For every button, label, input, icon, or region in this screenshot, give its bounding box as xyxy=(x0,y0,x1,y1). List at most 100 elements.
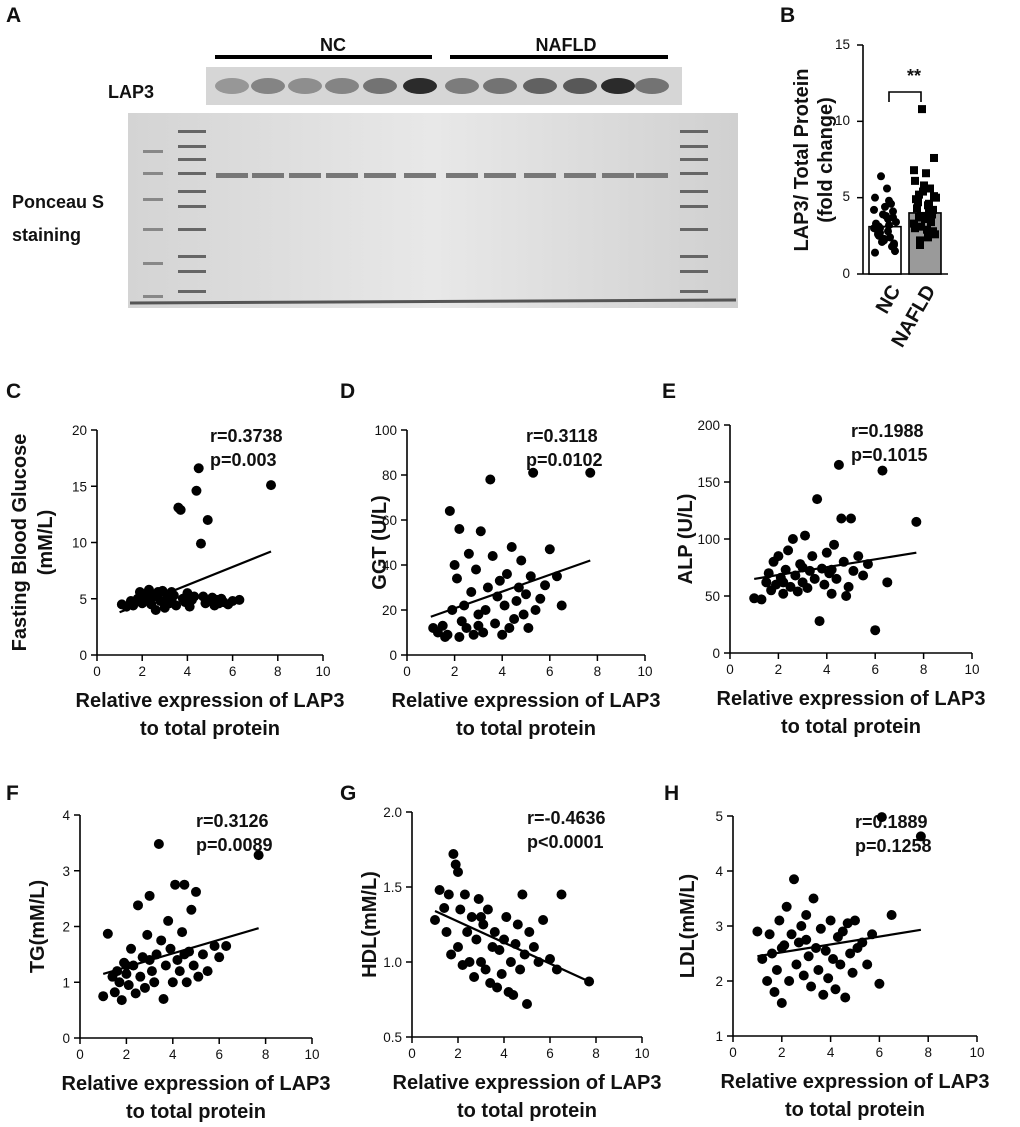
lap3-band xyxy=(601,78,635,94)
c-point xyxy=(134,587,145,597)
b-point-nafld xyxy=(931,230,939,239)
h-point xyxy=(830,984,841,995)
lap3-band xyxy=(445,78,479,94)
d-point xyxy=(499,600,510,611)
d-xlabel-line1: Relative expression of LAP3 xyxy=(392,690,661,712)
c-ytick-label: 10 xyxy=(72,536,87,551)
d-ylabel: GGT (U/L) xyxy=(369,495,391,589)
h-point xyxy=(835,959,846,970)
e-ytick-label: 100 xyxy=(697,532,720,547)
g-point xyxy=(450,859,461,870)
ladder-band-right xyxy=(680,172,708,175)
h-point xyxy=(847,967,858,978)
f-point xyxy=(179,879,190,890)
c-stat-p: p=0.003 xyxy=(210,450,277,470)
b-point-nafld xyxy=(911,176,919,185)
d-xtick-label: 8 xyxy=(594,664,602,679)
f-point xyxy=(209,941,220,952)
d-point xyxy=(444,506,455,516)
d-point xyxy=(518,609,529,620)
ladder-band-left xyxy=(178,205,206,208)
h-point xyxy=(850,915,860,926)
h-ytick-label: 5 xyxy=(715,809,723,824)
ladder-band-right xyxy=(680,130,708,133)
h-point xyxy=(796,921,807,931)
f-point xyxy=(160,960,171,971)
g-point xyxy=(459,889,470,900)
d-point xyxy=(480,605,491,615)
membrane-edge xyxy=(129,298,737,305)
f-point xyxy=(197,949,208,960)
d-point xyxy=(501,569,512,579)
f-xtick-label: 2 xyxy=(123,1047,131,1062)
d-point xyxy=(475,526,486,537)
h-point xyxy=(784,976,795,986)
f-ytick-label: 2 xyxy=(62,920,70,935)
h-point xyxy=(837,926,848,937)
c-ytick-label: 5 xyxy=(79,592,87,607)
h-point xyxy=(806,981,817,992)
g-xtick-label: 2 xyxy=(454,1046,462,1061)
panel-label-g: G xyxy=(340,782,356,805)
lap3-bands xyxy=(215,78,669,94)
ponceau-band xyxy=(252,173,284,178)
e-xlabel-line2: to total protein xyxy=(781,716,921,738)
g-ytick-label: 2.0 xyxy=(383,805,402,820)
b-point-nafld xyxy=(911,224,919,233)
e-point xyxy=(792,586,803,597)
panel-label-h: H xyxy=(664,782,679,805)
b-point-nafld xyxy=(914,198,922,207)
g-point xyxy=(476,912,486,922)
ladder-band-far-left xyxy=(143,295,163,298)
f-xtick-label: 0 xyxy=(76,1047,84,1062)
lap3-band xyxy=(483,78,517,94)
h-point xyxy=(862,959,873,970)
f-point xyxy=(114,977,125,988)
c-ylabel-line1: Fasting Blood Glucose xyxy=(9,434,31,652)
d-point xyxy=(473,609,484,620)
d-point xyxy=(585,467,596,478)
d-point xyxy=(487,551,498,561)
c-xtick-label: 4 xyxy=(184,664,192,679)
b-point-nafld xyxy=(923,225,931,234)
ponceau-band xyxy=(564,173,596,178)
ladder-band-right xyxy=(680,255,708,258)
b-ytick-label: 5 xyxy=(842,189,850,204)
b-point-nc xyxy=(877,172,885,181)
h-point xyxy=(769,987,780,997)
f-point xyxy=(181,977,192,988)
f-point xyxy=(165,943,176,954)
h-point xyxy=(820,945,831,956)
h-stat-r: r=0.1889 xyxy=(855,812,928,832)
f-point xyxy=(109,987,120,998)
h-point xyxy=(791,959,802,970)
b-ylabel-line2: (fold change) xyxy=(815,97,837,223)
h-point xyxy=(915,831,926,842)
ponceau-band xyxy=(484,173,516,178)
e-point xyxy=(778,588,789,599)
ladder-band-left xyxy=(178,172,206,175)
h-xlabel-line2: to total protein xyxy=(785,1099,925,1121)
panel-label-d: D xyxy=(340,380,355,403)
c-point xyxy=(202,515,213,525)
b-point-nc xyxy=(886,233,894,242)
e-point xyxy=(809,573,820,584)
c-regression-line xyxy=(119,550,272,614)
lap3-band xyxy=(635,78,669,94)
ponceau-band xyxy=(524,173,556,178)
e-xtick-label: 2 xyxy=(775,662,783,677)
b-point-nafld xyxy=(930,153,938,162)
lap3-band xyxy=(215,78,249,94)
chart-b: 15 10 5 0 LAP3/ Total Protein (fold chan… xyxy=(791,37,948,351)
h-point xyxy=(815,923,826,934)
g-point xyxy=(480,964,491,975)
ladder-band-far-left xyxy=(143,172,163,175)
panel-f: F 0 2 4 6 8 10 0 1 2 3 4 TG(mM/L) Relative expressio… xyxy=(6,782,330,1123)
chart-c: 0 2 4 6 8 10 0 5 10 15 20 Fasting Blood Glucose (mM/… xyxy=(9,423,344,740)
d-point xyxy=(535,593,546,604)
e-point xyxy=(877,465,888,476)
c-point xyxy=(150,605,161,615)
b-point-nc xyxy=(871,193,879,202)
c-xtick-label: 8 xyxy=(274,664,282,679)
f-point xyxy=(170,879,181,890)
